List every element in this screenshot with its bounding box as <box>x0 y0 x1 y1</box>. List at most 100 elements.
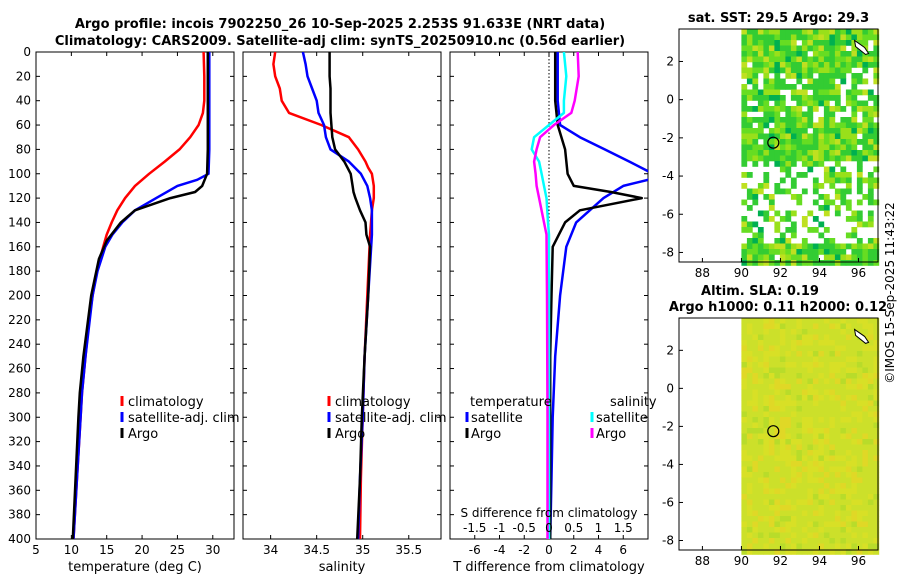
map-cell <box>779 488 786 495</box>
map-cell <box>823 106 830 112</box>
map-cell <box>752 345 759 352</box>
map-cell <box>812 461 819 467</box>
map-cell <box>807 133 814 140</box>
map-cell <box>812 488 819 495</box>
map-cell <box>862 111 869 118</box>
map-cell <box>818 538 825 544</box>
map-cell <box>763 543 770 550</box>
series-line-salinity-argo <box>532 52 580 539</box>
map-cell <box>862 249 869 255</box>
map-cell <box>873 406 880 412</box>
map-cell <box>829 155 836 162</box>
x-tick-label: 0 <box>545 543 553 557</box>
map-cell <box>774 477 781 484</box>
map-cell <box>746 406 753 412</box>
y-tick-label: 80 <box>16 142 31 156</box>
map-cell <box>856 417 863 423</box>
map-cell <box>823 466 830 473</box>
map-cell <box>807 384 814 390</box>
map-cell <box>812 466 819 473</box>
map-cell <box>801 466 808 473</box>
map-cell <box>763 216 770 222</box>
map-cell <box>818 367 825 374</box>
plots-group: 0204060801001201401601802002202402602803… <box>8 11 887 575</box>
map-cell <box>812 216 819 222</box>
map-cell <box>801 450 808 456</box>
map-cell <box>845 122 852 129</box>
map-cell <box>801 122 808 129</box>
map-cell <box>845 367 852 374</box>
map-cell <box>779 254 786 261</box>
map-cell <box>790 367 797 374</box>
legend-label: climatology <box>128 395 204 410</box>
map-y-tick-label: -8 <box>662 245 674 259</box>
map-cell <box>818 549 825 555</box>
map-cell <box>851 45 858 52</box>
map-cell <box>856 532 863 539</box>
map-cell <box>790 439 797 445</box>
map-cell <box>845 444 852 451</box>
map-cell <box>768 95 775 101</box>
map-cell <box>829 243 836 250</box>
map-cell <box>796 122 803 129</box>
map-cell <box>867 254 874 261</box>
map-cell <box>757 122 764 129</box>
map-cell <box>840 439 847 445</box>
map-cell <box>746 122 753 129</box>
map-cell <box>873 532 880 539</box>
map-cell <box>796 329 803 335</box>
map-cell <box>834 345 841 352</box>
map-cell <box>834 521 841 528</box>
map-cell <box>785 340 792 346</box>
map-cell <box>796 29 803 35</box>
map-cell <box>741 323 748 330</box>
map-cell <box>763 106 770 112</box>
map-cell <box>763 384 770 390</box>
map-cell <box>796 254 803 261</box>
map-cell <box>840 472 847 478</box>
map-cell <box>807 532 814 539</box>
map-cell <box>867 56 874 63</box>
map-cell <box>796 95 803 101</box>
map-cell <box>812 128 819 134</box>
map-cell <box>768 439 775 445</box>
map-cell <box>763 62 770 68</box>
map-cell <box>779 329 786 335</box>
map-cell <box>807 95 814 101</box>
map-cell <box>840 323 847 330</box>
map-cell <box>757 455 764 462</box>
map-cell <box>856 89 863 96</box>
map-cell <box>774 95 781 101</box>
map-cell <box>779 389 786 396</box>
map-cell <box>873 144 880 151</box>
map-cell <box>845 40 852 46</box>
map-cell <box>768 532 775 539</box>
map-subtitle: Argo h1000: 0.11 h2000: 0.12 <box>669 300 887 315</box>
map-cell <box>807 378 814 385</box>
map-cell <box>807 260 814 266</box>
map-cell <box>845 499 852 506</box>
map-cell <box>779 106 786 112</box>
map-cell <box>867 172 874 178</box>
map-cell <box>823 194 830 200</box>
map-cell <box>785 417 792 423</box>
map-cell <box>834 510 841 517</box>
map-cell <box>796 318 803 324</box>
map-cell <box>746 150 753 156</box>
x-tick-label: -6 <box>469 543 481 557</box>
map-cell <box>801 428 808 434</box>
map-cell <box>851 329 858 335</box>
map-cell <box>851 516 858 522</box>
map-cell <box>851 483 858 489</box>
map-cell <box>796 155 803 162</box>
map-cell <box>779 340 786 346</box>
map-cell <box>840 356 847 363</box>
map-cell <box>752 221 759 228</box>
map-cell <box>851 62 858 68</box>
map-cell <box>796 67 803 74</box>
map-cell <box>752 73 759 79</box>
map-cell <box>746 466 753 473</box>
map-cell <box>823 505 830 511</box>
map-cell <box>790 538 797 544</box>
map-cell <box>757 323 764 330</box>
